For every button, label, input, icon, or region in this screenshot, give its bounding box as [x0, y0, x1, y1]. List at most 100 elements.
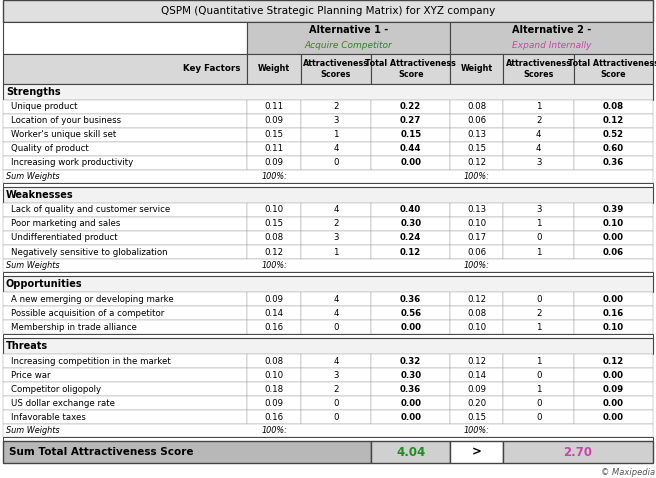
Text: 0.10: 0.10 — [264, 206, 283, 215]
Text: 0: 0 — [536, 370, 541, 380]
Text: 0: 0 — [536, 294, 541, 304]
Bar — [503, 306, 574, 320]
Text: Strengths: Strengths — [6, 87, 60, 97]
Bar — [3, 114, 247, 128]
Text: 0.10: 0.10 — [467, 323, 486, 332]
Text: 0.09: 0.09 — [603, 384, 624, 393]
Text: 1: 1 — [536, 357, 541, 366]
Text: 100%:: 100%: — [464, 426, 489, 435]
Bar — [247, 354, 300, 368]
Text: 0.00: 0.00 — [400, 413, 421, 422]
Bar — [300, 354, 371, 368]
Bar — [574, 231, 653, 245]
Bar — [300, 217, 371, 231]
Text: 2: 2 — [333, 384, 338, 393]
Bar — [247, 217, 300, 231]
Bar — [3, 187, 653, 203]
Text: 100%:: 100%: — [261, 261, 287, 270]
Bar — [247, 128, 300, 142]
Bar — [450, 128, 503, 142]
Bar — [574, 382, 653, 396]
Text: 0.00: 0.00 — [603, 294, 624, 304]
Bar — [3, 100, 247, 114]
Bar — [574, 354, 653, 368]
Text: 3: 3 — [333, 370, 338, 380]
Bar — [3, 424, 653, 437]
Text: Attractiveness
Scores: Attractiveness Scores — [506, 59, 571, 79]
Text: 2.70: 2.70 — [564, 445, 592, 458]
Text: 2: 2 — [536, 308, 541, 317]
Text: 1: 1 — [536, 323, 541, 332]
Text: 0.15: 0.15 — [264, 130, 283, 140]
Bar — [503, 441, 653, 463]
Text: 0.08: 0.08 — [264, 357, 283, 366]
Text: Negatively sensitive to globalization: Negatively sensitive to globalization — [11, 248, 168, 257]
Bar — [300, 114, 371, 128]
Text: 0.09: 0.09 — [264, 117, 283, 126]
Text: 0.00: 0.00 — [603, 413, 624, 422]
Text: 0.39: 0.39 — [603, 206, 624, 215]
Bar — [450, 396, 503, 410]
Bar — [247, 231, 300, 245]
Bar — [247, 292, 300, 306]
Text: 0.11: 0.11 — [264, 102, 283, 111]
Bar — [3, 334, 653, 338]
Bar — [503, 100, 574, 114]
Bar — [3, 156, 247, 170]
Bar — [3, 183, 653, 187]
Bar — [503, 382, 574, 396]
Bar — [371, 156, 450, 170]
Text: 0.30: 0.30 — [400, 219, 421, 228]
Text: 0.00: 0.00 — [603, 233, 624, 242]
Text: 0.08: 0.08 — [264, 233, 283, 242]
Bar — [503, 217, 574, 231]
Bar — [503, 320, 574, 334]
Bar — [247, 203, 300, 217]
Text: Quality of product: Quality of product — [11, 144, 89, 153]
Text: 0.30: 0.30 — [400, 370, 421, 380]
Text: Attractiveness
Scores: Attractiveness Scores — [303, 59, 369, 79]
Bar — [3, 170, 653, 183]
Text: 0.09: 0.09 — [467, 384, 486, 393]
Bar — [371, 203, 450, 217]
Bar — [503, 410, 574, 424]
Text: 1: 1 — [536, 248, 541, 257]
Bar — [300, 245, 371, 259]
Bar — [450, 114, 503, 128]
Text: 0.56: 0.56 — [400, 308, 421, 317]
Text: 0: 0 — [333, 399, 338, 408]
Bar — [450, 203, 503, 217]
Text: Alternative 1 -: Alternative 1 - — [309, 25, 388, 35]
Bar — [3, 306, 247, 320]
Bar — [450, 245, 503, 259]
Text: Weaknesses: Weaknesses — [6, 190, 73, 200]
Bar — [371, 217, 450, 231]
Bar — [3, 382, 247, 396]
Bar — [450, 292, 503, 306]
Text: 4: 4 — [333, 308, 338, 317]
Bar — [3, 231, 247, 245]
Bar — [3, 54, 247, 84]
Text: 0.52: 0.52 — [603, 130, 624, 140]
Text: Location of your business: Location of your business — [11, 117, 121, 126]
Text: 0.15: 0.15 — [467, 413, 486, 422]
Text: 4: 4 — [333, 357, 338, 366]
Bar — [574, 410, 653, 424]
Bar — [3, 338, 653, 354]
Text: Threats: Threats — [6, 341, 48, 351]
Text: 0: 0 — [333, 323, 338, 332]
Bar — [3, 272, 653, 276]
Bar — [371, 128, 450, 142]
Bar — [503, 396, 574, 410]
Bar — [247, 306, 300, 320]
Text: Total Attractiveness
Score: Total Attractiveness Score — [568, 59, 656, 79]
Bar — [371, 354, 450, 368]
Text: 100%:: 100%: — [261, 426, 287, 435]
Text: Unique product: Unique product — [11, 102, 77, 111]
Text: © Maxipedia: © Maxipedia — [600, 467, 655, 477]
Bar — [3, 0, 653, 22]
Bar — [371, 100, 450, 114]
Bar — [300, 368, 371, 382]
Bar — [3, 437, 653, 441]
Text: Membership in trade alliance: Membership in trade alliance — [11, 323, 137, 332]
